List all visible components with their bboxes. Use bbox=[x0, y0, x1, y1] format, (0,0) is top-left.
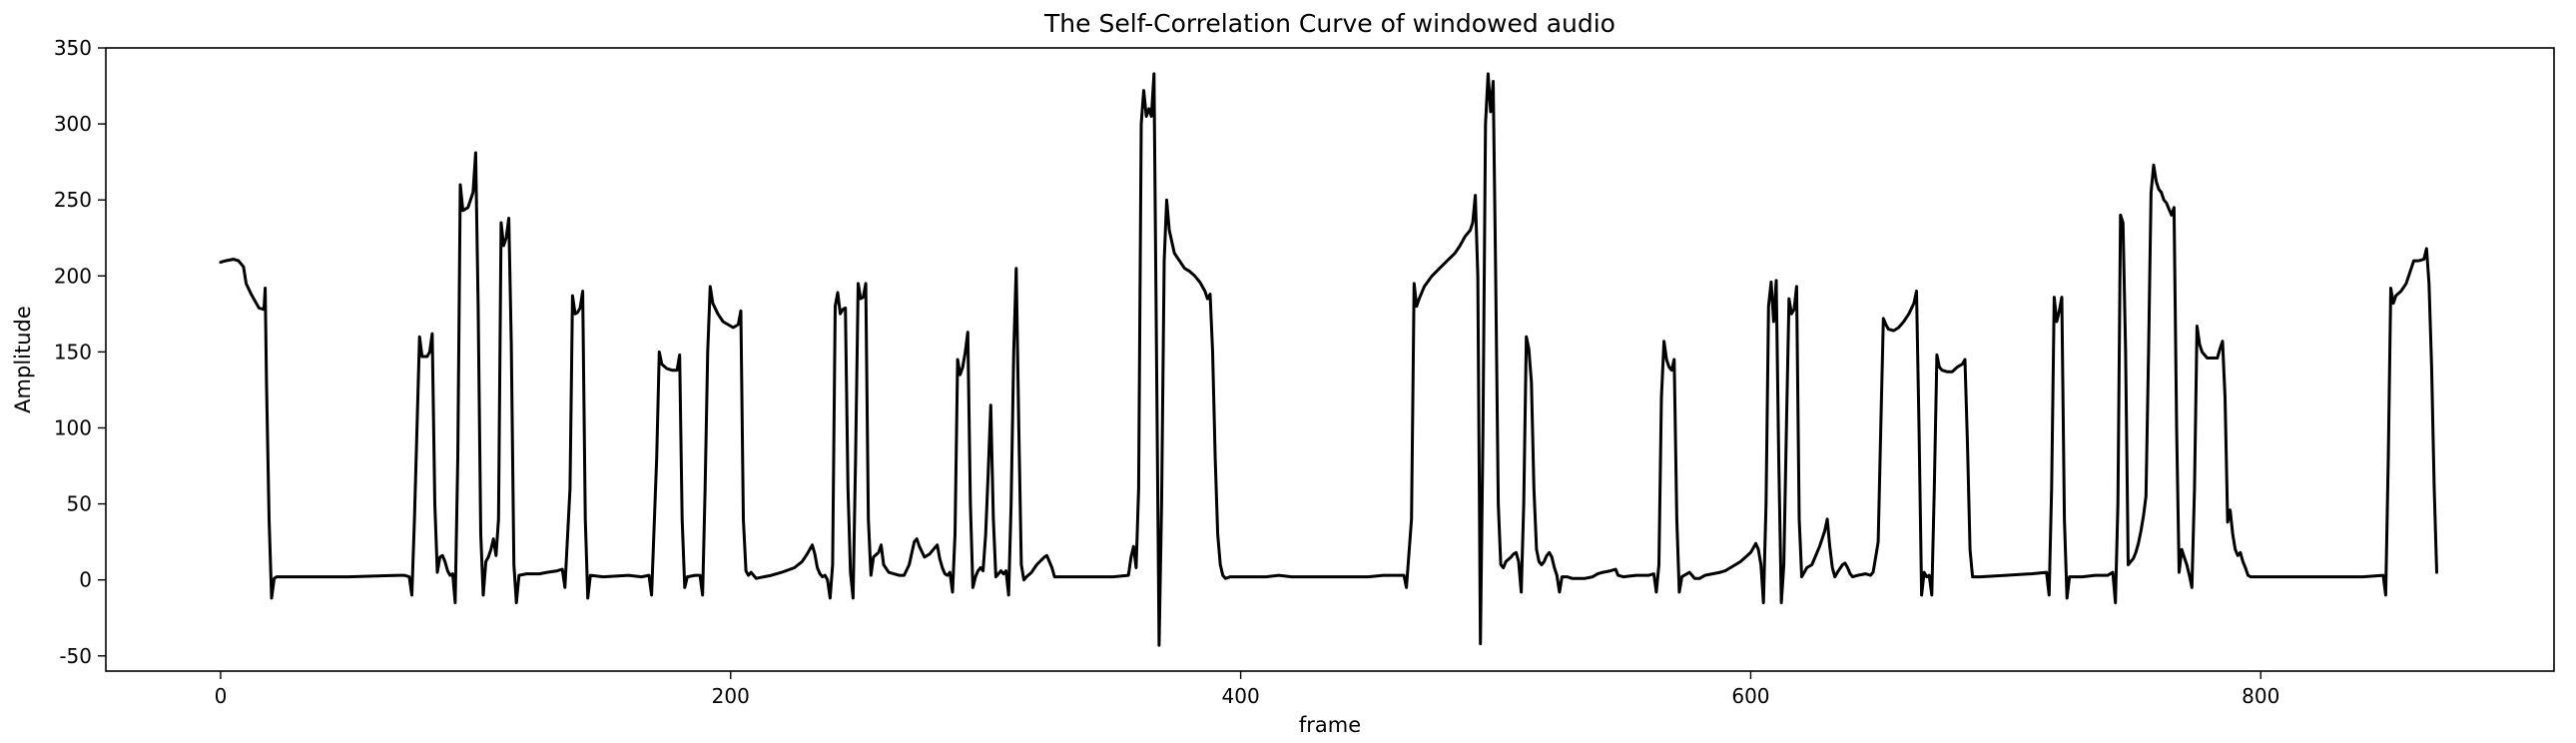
x-tick-label: 800 bbox=[2242, 684, 2279, 708]
y-axis-title: Amplitude bbox=[11, 306, 35, 413]
series-line-autocorrelation bbox=[219, 72, 2438, 647]
plot-frame bbox=[105, 47, 2555, 672]
y-tick-label: 300 bbox=[54, 112, 92, 136]
y-tick-label: 350 bbox=[54, 36, 92, 60]
x-tick-label: 200 bbox=[712, 684, 750, 708]
y-tick-label: -50 bbox=[59, 644, 92, 668]
chart-title: The Self-Correlation Curve of windowed a… bbox=[1043, 9, 1615, 38]
y-tick-label: 150 bbox=[54, 340, 92, 364]
y-tick-label: 100 bbox=[54, 415, 92, 439]
y-tick-label: 250 bbox=[54, 188, 92, 212]
y-axis: -50 0 50 100 150 200 250 300 350 bbox=[54, 36, 106, 668]
x-tick-label: 600 bbox=[1731, 684, 1769, 708]
x-axis: 0 200 400 600 800 bbox=[215, 671, 2279, 708]
x-tick-label: 0 bbox=[215, 684, 228, 708]
x-axis-title: frame bbox=[1299, 713, 1361, 737]
y-tick-label: 0 bbox=[79, 568, 92, 592]
plot-area bbox=[219, 72, 2438, 647]
y-tick-label: 200 bbox=[54, 264, 92, 288]
x-tick-label: 400 bbox=[1222, 684, 1260, 708]
y-tick-label: 50 bbox=[67, 492, 92, 516]
